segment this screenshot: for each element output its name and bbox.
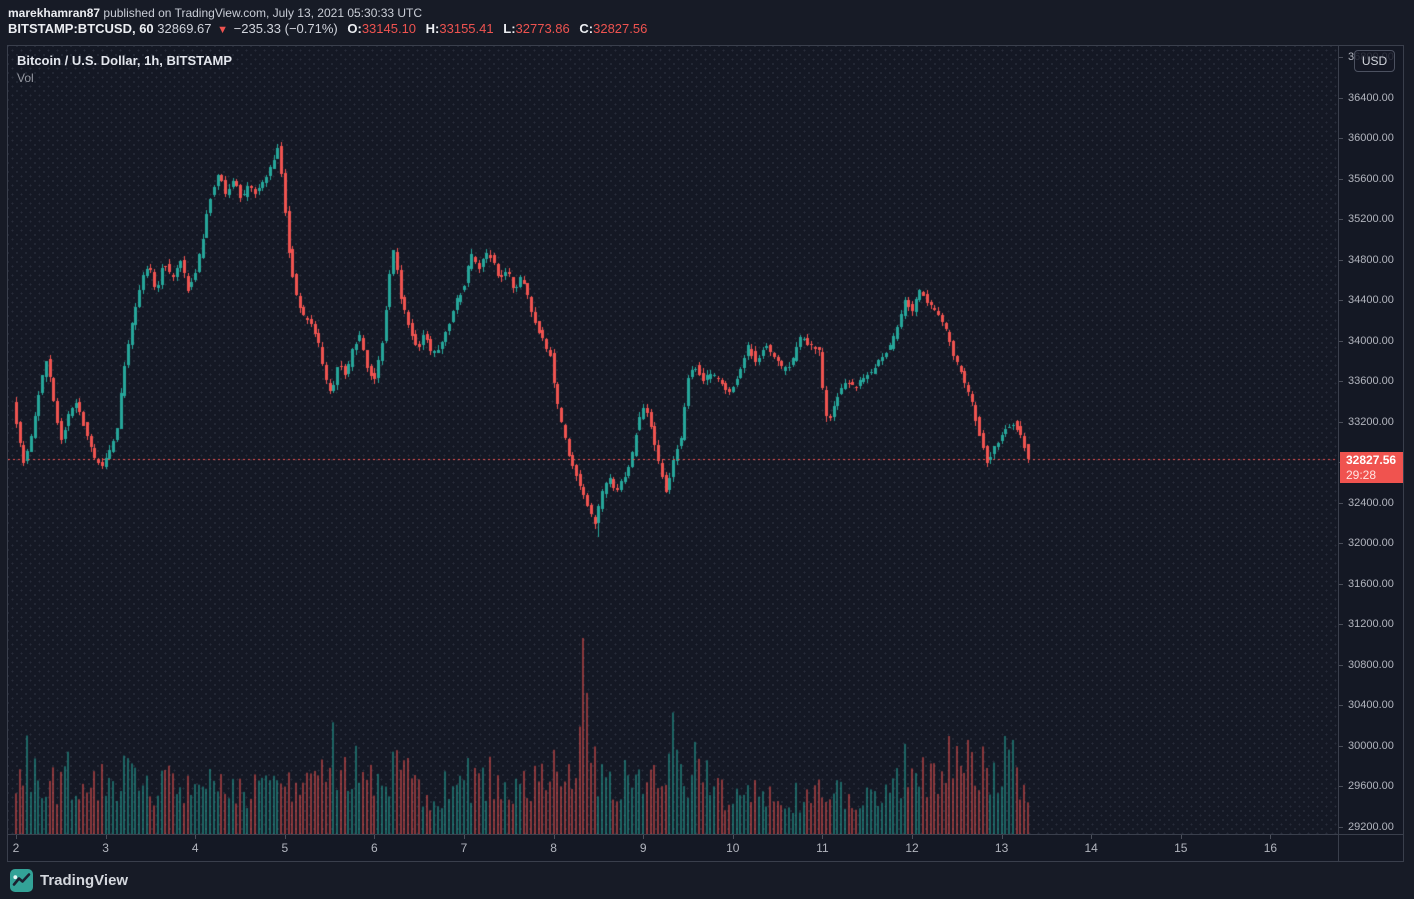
time-tick-mark: [643, 835, 645, 839]
time-tick-mark: [1270, 835, 1272, 839]
price-tick-mark: [1339, 664, 1343, 666]
price-tick-mark: [1339, 543, 1343, 545]
time-tick-mark: [1180, 835, 1182, 839]
high-value: 33155.41: [439, 21, 494, 36]
tradingview-logo-link[interactable]: TradingView: [10, 867, 128, 893]
chart-widget: Bitcoin / U.S. Dollar, 1h, BITSTAMP Vol …: [7, 45, 1404, 862]
time-tick-mark: [16, 835, 17, 839]
price-tick-label: 34400.00: [1348, 294, 1394, 307]
high-label: H:: [425, 21, 440, 36]
price-tick-mark: [1339, 421, 1343, 423]
low-label: L:: [503, 21, 516, 36]
last-price-value: 32869.67: [157, 21, 212, 36]
price-tick-label: 29200.00: [1348, 821, 1394, 833]
open-label: O:: [347, 21, 362, 36]
price-axis[interactable]: 36800.0036400.0036000.0035600.0035200.00…: [1338, 46, 1403, 834]
volume-indicator-label: Vol: [17, 71, 34, 85]
price-tick-label: 33600.00: [1348, 375, 1394, 388]
time-tick-mark: [732, 835, 734, 839]
price-tick-label: 30800.00: [1348, 658, 1394, 671]
price-tick-mark: [1339, 340, 1343, 342]
time-tick-label: 16: [1263, 841, 1278, 855]
last-price-label: 32827.56 29:28: [1340, 452, 1403, 484]
open-value: 33145.10: [361, 21, 417, 36]
price-tick-mark: [1339, 502, 1343, 504]
time-tick-label: 3: [102, 841, 109, 855]
time-tick-label: 2: [12, 841, 20, 855]
bar-countdown: 29:28: [1346, 468, 1377, 483]
price-change-value: −235.33 (−0.71%): [233, 21, 338, 36]
time-tick-label: 15: [1174, 841, 1188, 855]
time-tick-label: 10: [726, 841, 740, 855]
symbol-ohlc-line: BITSTAMP:BTCUSD, 60 32869.67 ▼ −235.33 (…: [8, 21, 647, 36]
price-tick-mark: [1339, 583, 1343, 585]
time-tick-mark: [464, 835, 465, 839]
time-tick-label: 9: [639, 841, 647, 855]
time-tick-label: 6: [371, 841, 378, 855]
price-tick-mark: [1339, 745, 1343, 747]
time-tick-mark: [822, 835, 824, 839]
time-tick-label: 12: [905, 841, 919, 855]
price-tick-label: 31200.00: [1348, 618, 1394, 631]
price-tick-mark: [1339, 381, 1343, 383]
price-tick-label: 33200.00: [1348, 415, 1394, 428]
price-tick-label: 36000.00: [1348, 132, 1394, 145]
price-tick-label: 30000.00: [1348, 739, 1394, 752]
time-tick-label: 5: [281, 841, 289, 855]
publisher-username: marekhamran87: [8, 6, 101, 20]
close-value: 32827.56: [593, 21, 648, 36]
price-tick-mark: [1339, 827, 1343, 828]
price-tick-mark: [1339, 219, 1343, 221]
price-tick-mark: [1339, 57, 1343, 58]
publish-info-line: marekhamran87 published on TradingView.c…: [8, 6, 422, 20]
last-price-label-value: 32827.56: [1346, 453, 1397, 468]
axis-corner: [1338, 834, 1403, 861]
price-tick-label: 36400.00: [1348, 91, 1394, 104]
tradingview-logo-text: TradingView: [40, 871, 129, 889]
price-tick-label: 30400.00: [1348, 699, 1394, 712]
time-tick-mark: [912, 835, 913, 839]
time-tick-label: 13: [994, 841, 1009, 855]
price-chart-canvas[interactable]: [8, 46, 1338, 834]
publish-info-text: published on TradingView.com, July 13, 2…: [100, 6, 423, 20]
currency-toggle-button[interactable]: USD: [1354, 50, 1395, 72]
price-tick-label: 35200.00: [1348, 213, 1394, 226]
tradingview-logo-icon: [10, 868, 33, 892]
time-tick-label: 14: [1084, 841, 1098, 855]
price-tick-label: 32400.00: [1348, 496, 1394, 509]
price-tick-mark: [1339, 178, 1343, 180]
price-tick-label: 32000.00: [1348, 537, 1394, 550]
time-tick-mark: [105, 835, 107, 839]
time-tick-label: 8: [550, 841, 557, 855]
chart-title: Bitcoin / U.S. Dollar, 1h, BITSTAMP: [17, 53, 233, 68]
price-tick-mark: [1339, 97, 1343, 99]
price-tick-label: 29600.00: [1348, 780, 1394, 793]
price-tick-label: 34800.00: [1348, 253, 1394, 266]
time-tick-mark: [284, 835, 286, 839]
price-down-arrow-icon: ▼: [217, 24, 229, 36]
time-tick-mark: [1001, 835, 1003, 839]
time-tick-mark: [195, 835, 197, 839]
price-tick-label: 35600.00: [1348, 172, 1394, 185]
time-tick-mark: [1091, 835, 1093, 839]
price-pane[interactable]: Bitcoin / U.S. Dollar, 1h, BITSTAMP Vol: [8, 46, 1338, 834]
price-tick-mark: [1339, 300, 1343, 302]
low-value: 32773.86: [515, 21, 570, 36]
symbol-interval-label: BITSTAMP:BTCUSD, 60: [8, 21, 154, 36]
time-axis[interactable]: 2 3 4 5 6 7 8 9 10 11 12 13 14 15 16: [8, 834, 1338, 861]
price-tick-mark: [1339, 624, 1343, 626]
time-tick-mark: [553, 835, 555, 839]
price-tick-label: 31600.00: [1348, 577, 1394, 590]
close-label: C:: [579, 21, 594, 36]
time-tick-label: 7: [460, 841, 468, 855]
price-tick-label: 34000.00: [1348, 334, 1394, 347]
time-tick-mark: [374, 835, 376, 839]
price-tick-mark: [1339, 705, 1343, 707]
time-tick-label: 4: [191, 841, 199, 855]
price-tick-mark: [1339, 259, 1343, 261]
price-tick-mark: [1339, 786, 1343, 788]
price-tick-mark: [1339, 138, 1343, 140]
time-tick-label: 11: [816, 841, 829, 855]
